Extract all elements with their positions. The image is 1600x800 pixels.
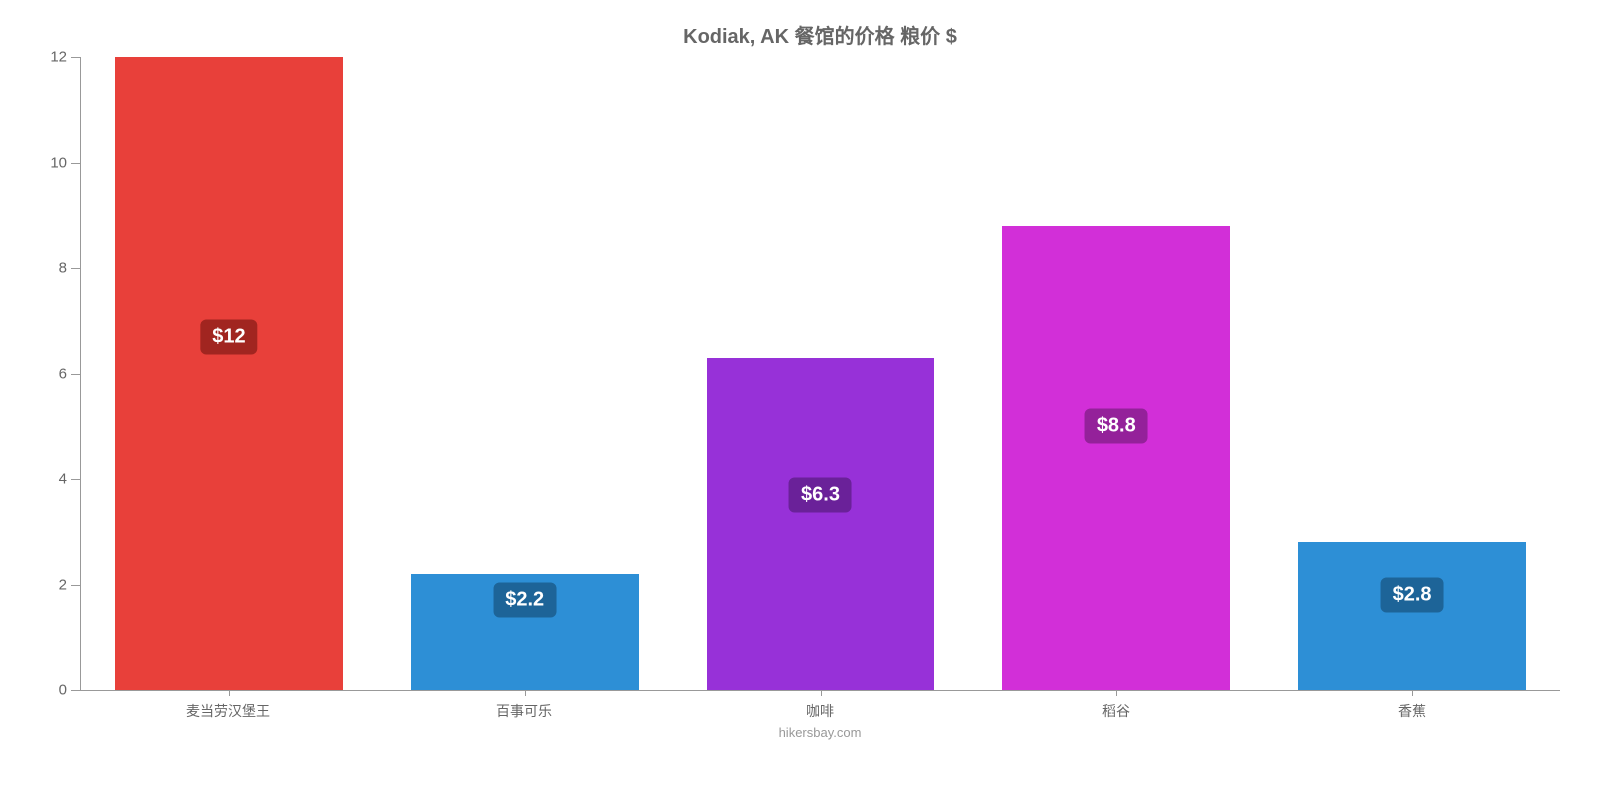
value-badge: $2.2 — [493, 583, 556, 618]
x-axis-label: 麦当劳汉堡王 — [80, 701, 376, 721]
x-axis-labels: 麦当劳汉堡王百事可乐咖啡稻谷香蕉 — [80, 701, 1560, 721]
bar: $2.2 — [411, 574, 639, 690]
value-badge: $2.8 — [1381, 578, 1444, 613]
bar-slot: $12 — [81, 57, 377, 690]
x-axis-tick — [1412, 690, 1413, 696]
bar-slot: $8.8 — [968, 57, 1264, 690]
bar: $8.8 — [1002, 226, 1230, 690]
x-axis-tick — [525, 690, 526, 696]
value-badge: $8.8 — [1085, 409, 1148, 444]
bar-slot: $2.2 — [377, 57, 673, 690]
bar-slot: $2.8 — [1264, 57, 1560, 690]
y-axis-tick-label: 0 — [59, 682, 81, 699]
bar-slot: $6.3 — [673, 57, 969, 690]
x-axis-tick — [821, 690, 822, 696]
y-axis-tick-label: 2 — [59, 576, 81, 593]
y-axis-tick-label: 8 — [59, 260, 81, 277]
x-axis-label: 稻谷 — [968, 701, 1264, 721]
y-axis-tick-label: 6 — [59, 365, 81, 382]
attribution-text: hikersbay.com — [80, 725, 1560, 740]
x-axis-label: 香蕉 — [1264, 701, 1560, 721]
value-badge: $12 — [200, 319, 257, 354]
chart-container: Kodiak, AK 餐馆的价格 粮价 $ $12 $2.2 $6.3 $8.8 $2.… — [0, 0, 1600, 800]
bars-container: $12 $2.2 $6.3 $8.8 $2.8 — [81, 57, 1560, 690]
plot-area: $12$2.2$6.3$8.8$2.8 024681012 — [80, 57, 1560, 691]
bar: $6.3 — [707, 358, 935, 690]
bar: $12 — [115, 57, 343, 690]
x-axis-label: 咖啡 — [672, 701, 968, 721]
chart-title: Kodiak, AK 餐馆的价格 粮价 $ — [80, 20, 1560, 49]
x-axis-tick — [229, 690, 230, 696]
y-axis-tick-label: 12 — [50, 49, 81, 66]
y-axis-tick-label: 4 — [59, 471, 81, 488]
y-axis-tick-label: 10 — [50, 154, 81, 171]
value-badge: $6.3 — [789, 477, 852, 512]
x-axis-label: 百事可乐 — [376, 701, 672, 721]
x-axis-tick — [1116, 690, 1117, 696]
bar: $2.8 — [1298, 542, 1526, 690]
